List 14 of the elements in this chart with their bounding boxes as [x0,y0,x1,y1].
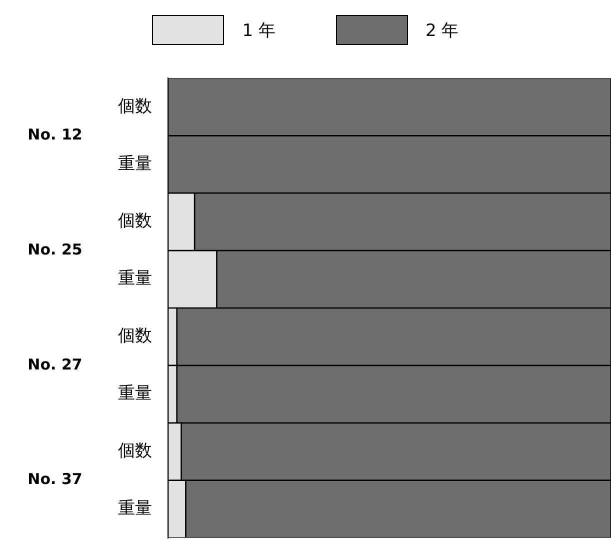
legend-label: 1 年 [242,20,276,42]
y-tick-label: 重量 [118,498,152,518]
y-tick-label: 重量 [118,384,152,404]
y-tick-label: 重量 [118,154,152,174]
text: No. 37 [28,470,82,488]
y-tick-label: 個数 [118,211,152,232]
y-tick-label: 重量 [118,268,152,289]
text: No. 27 [28,355,82,374]
y-tick-label: 個数 [118,96,152,116]
text: 2 年 [426,20,459,42]
text: No. 12 [28,126,82,144]
text: No. 25 [28,240,82,258]
y-tick-label: 個数 [118,441,152,462]
y-tick-label: 個数 [118,326,152,346]
